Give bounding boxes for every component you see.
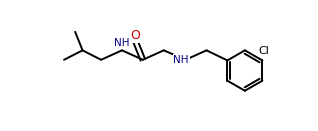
Text: Cl: Cl — [259, 46, 270, 56]
Text: NH: NH — [174, 55, 189, 65]
Text: O: O — [130, 29, 140, 42]
Text: NH: NH — [114, 38, 130, 48]
